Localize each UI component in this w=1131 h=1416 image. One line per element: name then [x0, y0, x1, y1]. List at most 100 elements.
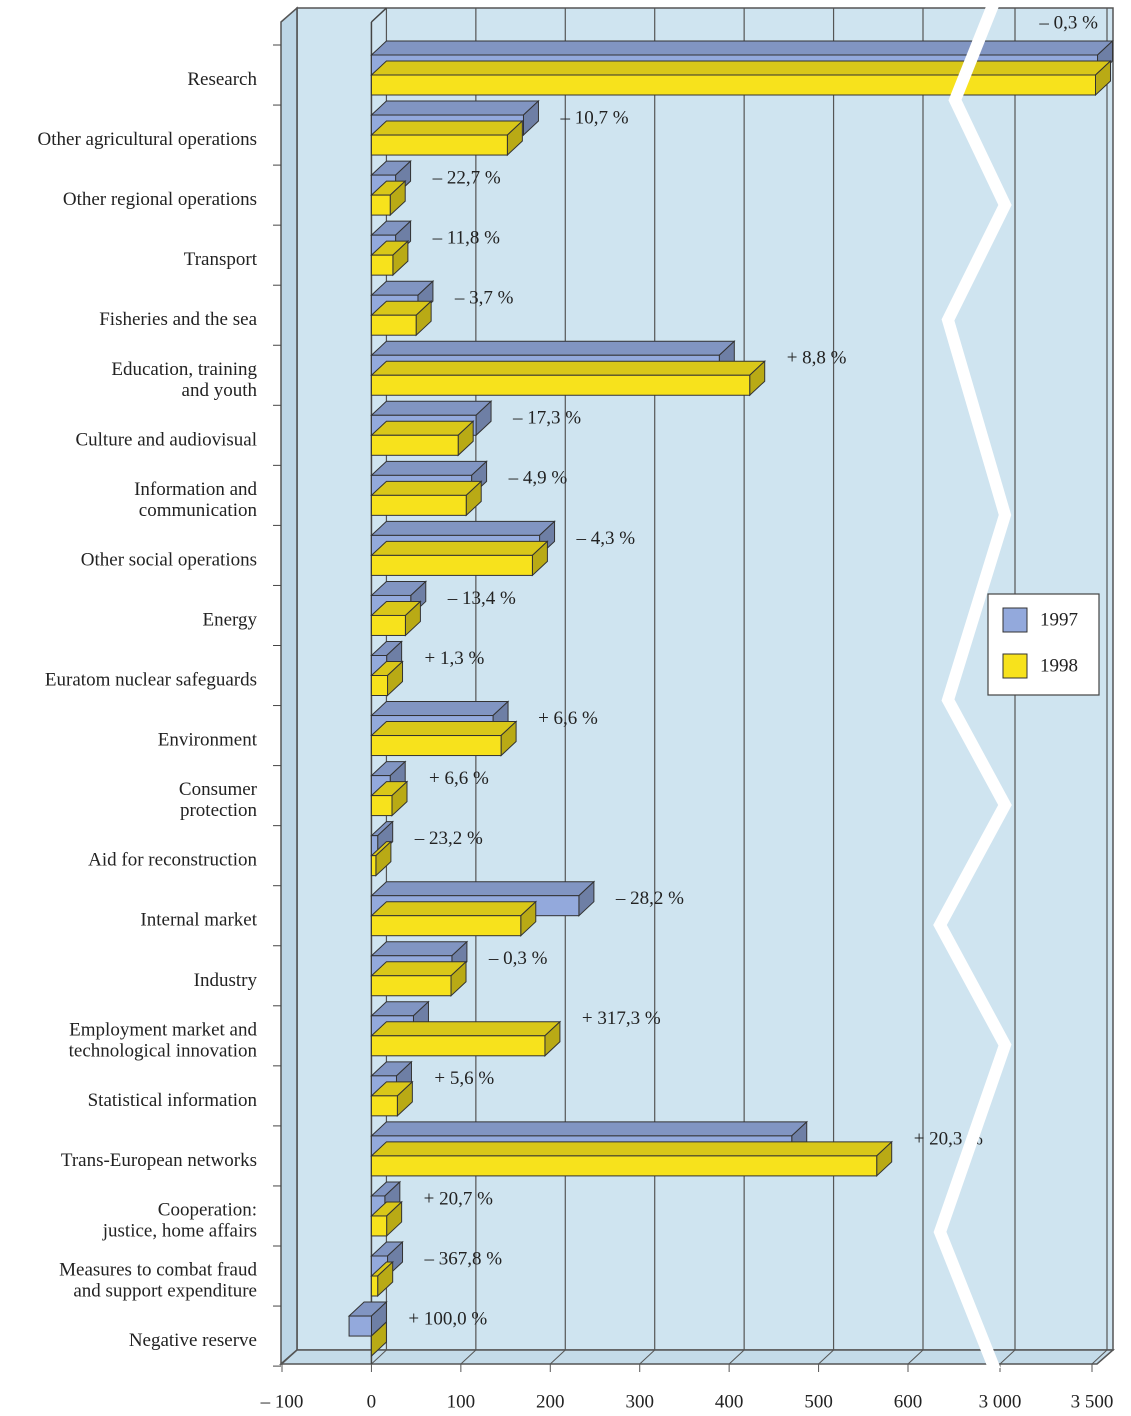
bar-top [370, 460, 488, 476]
y-tick-label: Education, training and youth [111, 359, 257, 401]
bar [370, 119, 524, 157]
bar-front [370, 1035, 546, 1057]
y-tick-label: Energy [202, 610, 257, 631]
zero-back [370, 7, 387, 23]
y-tick-label: Statistical information [88, 1090, 258, 1111]
bar [370, 360, 766, 397]
bar [370, 1080, 414, 1118]
floor-line [549, 1349, 566, 1365]
bar [370, 300, 433, 337]
bar-front [370, 374, 751, 396]
legend-swatch [1002, 653, 1028, 679]
floor-line [907, 1349, 924, 1365]
y-tick-label: Other social operations [81, 550, 257, 571]
bar [370, 960, 468, 997]
x-tick-label: 300 [625, 1391, 654, 1412]
bar-top [370, 701, 510, 717]
y-tick-label: Other regional operations [63, 189, 257, 210]
x-tick-label: 200 [536, 1391, 565, 1412]
bar-top [370, 60, 1112, 76]
y-tick-label: Employment market and technological innov… [69, 1020, 258, 1062]
bar-front [370, 1155, 878, 1177]
bar-top [370, 1121, 809, 1137]
bar-front [370, 975, 452, 997]
floor-line [999, 1349, 1016, 1365]
y-tick-label: Information and communication [134, 479, 257, 521]
bar [370, 840, 393, 877]
bar-top [370, 40, 1114, 56]
bar-front [370, 915, 522, 937]
x-tick-label: – 100 [260, 1391, 304, 1412]
bar-front [370, 254, 394, 276]
floor-line [728, 1349, 745, 1365]
value-annotation: – 4,9 % [508, 468, 568, 489]
floor-line [639, 1349, 656, 1365]
bar-top [370, 540, 549, 556]
y-tick-label: Trans-European networks [61, 1150, 257, 1171]
bar [347, 1300, 388, 1338]
value-annotation: + 317,3 % [582, 1008, 661, 1029]
bar-front [370, 314, 417, 336]
bar-front [370, 1215, 388, 1237]
bar-top [370, 340, 736, 356]
bar-top [370, 420, 475, 436]
y-tick-label: Research [187, 69, 257, 90]
y-tick-label: Industry [194, 970, 258, 991]
value-annotation: – 0,3 % [1038, 12, 1098, 33]
value-annotation: – 10,7 % [559, 107, 628, 128]
bar [370, 1200, 403, 1238]
bar [370, 59, 1112, 97]
x-tick-label: 600 [894, 1391, 923, 1412]
bar [370, 720, 518, 757]
value-annotation: – 367,8 % [424, 1248, 503, 1269]
bar [370, 1320, 387, 1358]
y-tick-label: Internal market [140, 910, 257, 931]
value-annotation: + 5,6 % [434, 1068, 494, 1089]
y-tick-label: Environment [158, 730, 258, 751]
floor-line [460, 1349, 477, 1365]
axis-break [933, 0, 1012, 1373]
value-annotation: – 0,3 % [488, 948, 548, 969]
bar-top [370, 400, 493, 416]
y-tick-label: Fisheries and the sea [99, 310, 257, 331]
bar-top [370, 1021, 562, 1037]
bar-top [370, 480, 483, 496]
bar-front [370, 494, 467, 516]
x-tick-label: 400 [715, 1391, 744, 1412]
bar [370, 600, 422, 637]
value-annotation: – 17,3 % [512, 408, 581, 429]
legend-swatch [1002, 607, 1028, 633]
legend-label: 1998 [1040, 655, 1078, 676]
bar [370, 900, 538, 937]
y-tick-label: Cooperation: justice, home affairs [102, 1200, 257, 1242]
x-tick-label: 3 000 [979, 1391, 1022, 1412]
value-annotation: + 20,7 % [424, 1188, 493, 1209]
value-annotation: – 3,7 % [454, 288, 514, 309]
floor-line [371, 1349, 387, 1365]
value-annotation: – 11,8 % [432, 228, 501, 249]
bar-front [370, 795, 393, 817]
bar-top [370, 721, 518, 737]
value-annotation: – 23,2 % [414, 828, 483, 849]
y-tick-label: Euratom nuclear safeguards [45, 670, 257, 691]
bar [370, 179, 407, 217]
bar [370, 480, 483, 517]
bar-top [370, 961, 468, 977]
bar-side [370, 1320, 387, 1358]
bar-front [370, 434, 459, 456]
floor-line [818, 1349, 834, 1365]
bar-front [370, 1095, 398, 1117]
bar [370, 540, 549, 577]
x-tick-label: 100 [447, 1391, 476, 1412]
bar-front [348, 1315, 372, 1337]
y-tick-label: Measures to combat fraud and support expe… [59, 1260, 257, 1302]
x-tick-label: 0 [367, 1391, 377, 1412]
value-annotation: – 22,7 % [432, 167, 501, 188]
bar-top [370, 360, 766, 376]
value-annotation: + 6,6 % [429, 768, 489, 789]
value-annotation: – 4,3 % [576, 528, 636, 549]
x-tick-label: 3 500 [1071, 1391, 1114, 1412]
floor-line [1091, 1349, 1108, 1365]
value-annotation: + 8,8 % [787, 348, 847, 369]
